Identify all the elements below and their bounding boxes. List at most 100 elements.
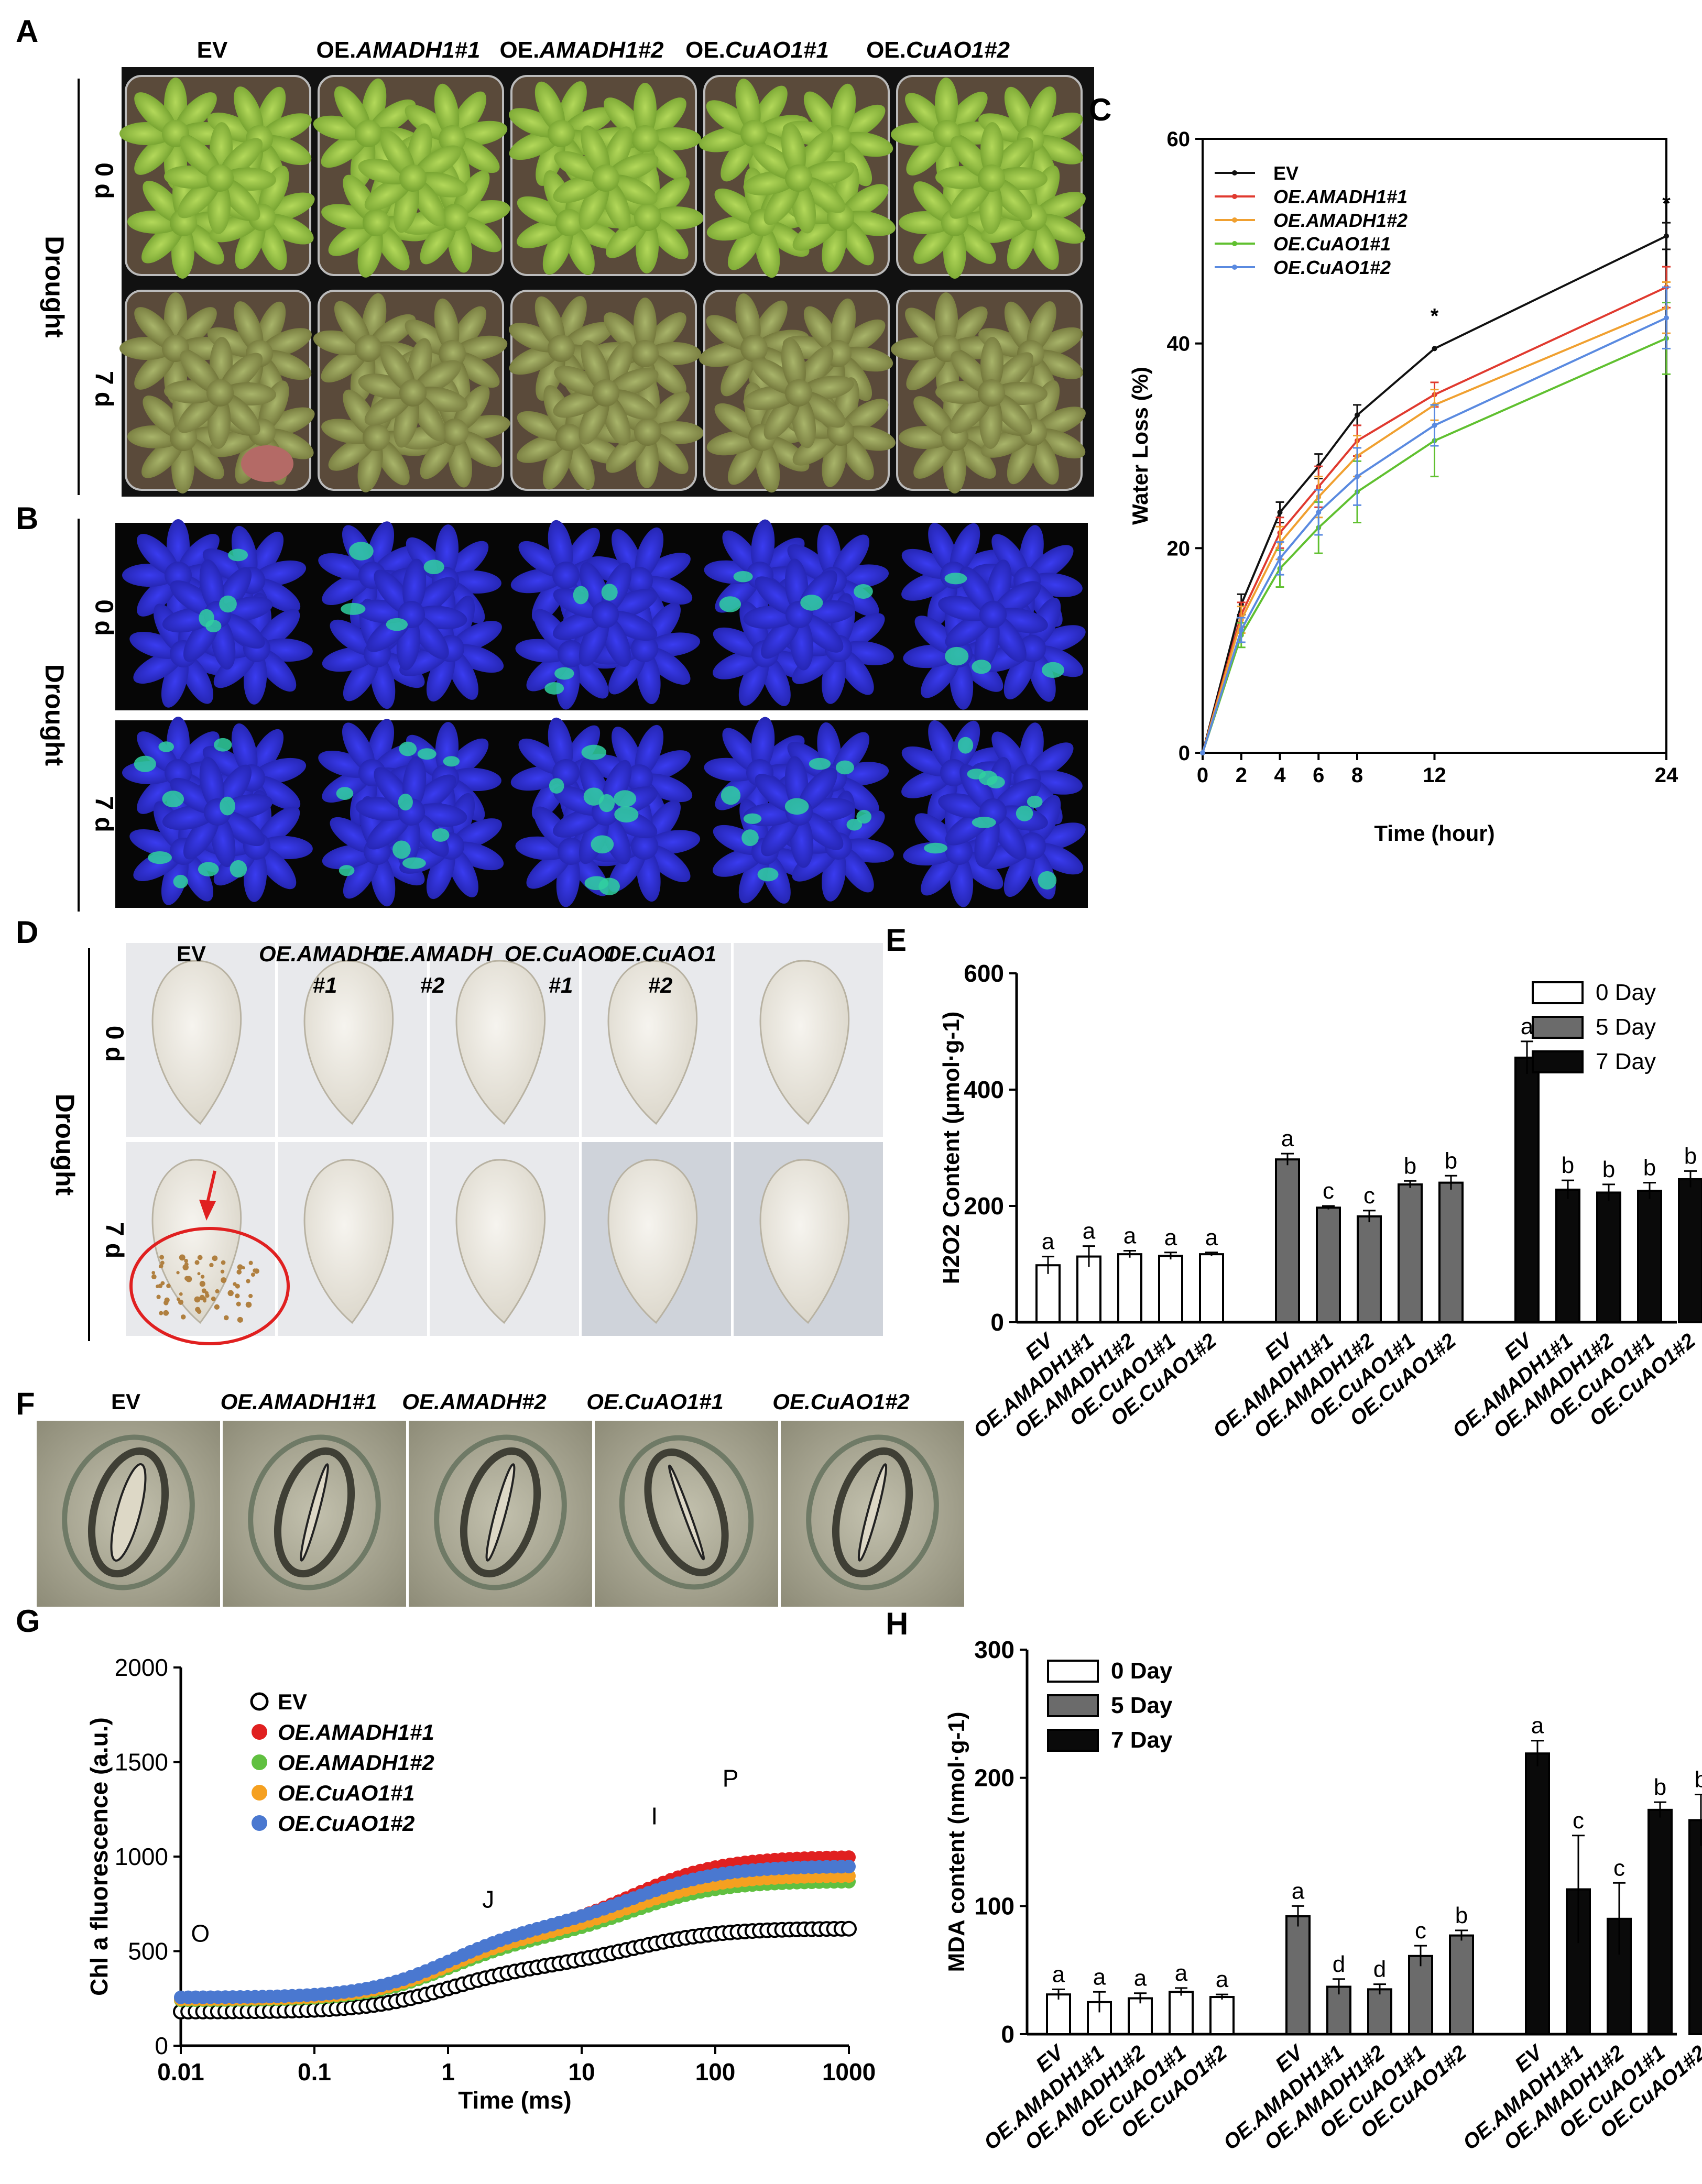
significance-letter: a [1175,1960,1188,1986]
genotype-label-f: EV [111,1389,140,1414]
excised-leaf [607,960,698,1125]
dab-stain-dot [184,1259,188,1263]
guard-cell-outline [806,1434,939,1590]
ros-fluor-spot [836,760,854,775]
ros-fluor-spot [591,835,614,854]
bar [1209,1996,1235,2035]
ros-fluor-spot [219,595,237,613]
drought-label: Drought [40,236,69,338]
x-tick-label: 0 [1197,764,1208,787]
significance-letter: a [1281,1126,1294,1151]
dab-stain-dot [245,1301,252,1308]
dab-stain-dot [211,1296,216,1301]
x-tick-label: 1 [441,2058,455,2086]
ros-fluor-spot [220,796,235,816]
y-tick-label: 500 [128,1938,168,1965]
genotype-label-f: OE.AMADH#2 [402,1389,546,1414]
excised-leaf [607,1159,698,1324]
legend-label: 7 Day [1111,1727,1173,1753]
y-tick-label: 600 [964,960,1004,987]
legend-label: 5 Day [1111,1693,1173,1718]
excised-leaf [303,960,394,1125]
significance-letter: a [1083,1219,1096,1244]
panel-letter-a: A [16,14,38,49]
bar [1514,1056,1540,1323]
dab-stain-dot [151,1271,156,1275]
legend-label: 0 Day [1596,980,1656,1005]
ros-fluor-spot [967,769,986,780]
dab-stain-dot [214,1304,220,1310]
ros-fluor-spot [924,842,948,854]
guard-cell-pair [274,1447,355,1578]
photo-panels [37,54,1107,1607]
x-tick-label: 2 [1236,764,1247,787]
x-tick-label: 100 [695,2058,736,2086]
x-axis-label: Time (hour) [1374,821,1494,846]
drought-label: Drought [40,664,69,766]
x-axis-label: Time (ms) [458,2087,571,2114]
legend-label: EV [1273,162,1299,184]
red-arrow-shaft [205,1170,216,1205]
panel-letter-e: E [886,923,907,958]
data-point [1355,474,1360,479]
genotype-label-a: EV [197,37,228,63]
dab-stain-dot [179,1292,183,1296]
y-tick-label: 1000 [115,1843,168,1870]
significance-letter: a [1164,1225,1177,1250]
ros-fluor-spot [336,787,354,800]
ros-fluor-spot [800,595,823,611]
dab-stain-dot [221,1260,226,1265]
ros-fluor-spot [544,682,564,695]
dab-stain-dot [220,1269,225,1274]
bar [1275,1158,1300,1323]
significance-star: * [1662,192,1671,215]
dab-stain-dot [236,1301,241,1307]
stomatal-pore [300,1463,329,1562]
significance-letter: b [1654,1774,1666,1800]
dab-stain-dot [178,1299,184,1305]
excised-leaf [759,960,850,1125]
genotype-label-d-suffix: #2 [648,973,673,997]
ros-fluor-spot [134,755,156,772]
dab-stain-dot [215,1289,220,1293]
ros-fluor-spot [173,874,188,888]
legend-label: OE.AMADH1#1 [1273,186,1408,207]
ros-fluor-spot [957,737,974,754]
x-tick-label: 1000 [822,2058,876,2086]
bar [1285,1915,1311,2036]
x-tick-label: 6 [1313,764,1324,787]
x-tick-label: 8 [1351,764,1363,787]
y-tick-label: 0 [155,2032,168,2059]
ojip-point [842,1869,856,1883]
significance-letter: b [1643,1155,1656,1181]
genotype-label-a: OE.AMADH1#1 [317,37,481,63]
ojip-phase-label: I [651,1803,658,1830]
significance-letter: a [1521,1014,1534,1039]
genotype-label-a: OE.AMADH1#2 [500,37,664,63]
ros-fluor-spot [573,586,589,605]
dab-stain-dot [195,1307,201,1312]
y-tick-label: 60 [1167,128,1191,151]
dab-stain-dot [248,1260,253,1265]
x-tick-label: 0.01 [157,2058,204,2086]
data-point [1355,412,1360,418]
dab-stain-dot [233,1282,237,1286]
y-tick-label: 100 [974,1892,1014,1919]
y-tick-label: 200 [964,1192,1004,1220]
stomatal-pore [857,1463,888,1562]
y-tick-label: 300 [974,1636,1014,1663]
legend-marker [1232,265,1237,270]
wilted-leaf [241,445,293,482]
significance-letter: b [1445,1148,1457,1173]
genotype-label-f: OE.CuAO1#1 [586,1389,723,1414]
ros-fluor-spot [1027,795,1043,808]
ros-fluor-spot [614,806,639,823]
significance-letter: b [1562,1153,1574,1178]
ros-fluor-spot [733,570,753,583]
ros-fluor-spot [402,857,426,869]
dab-stain-dot [179,1254,186,1261]
significance-letter: b [1455,1903,1468,1928]
x-tick-label: 24 [1655,764,1678,787]
ros-fluor-spot [158,741,174,752]
dab-stain-dot [254,1268,259,1274]
